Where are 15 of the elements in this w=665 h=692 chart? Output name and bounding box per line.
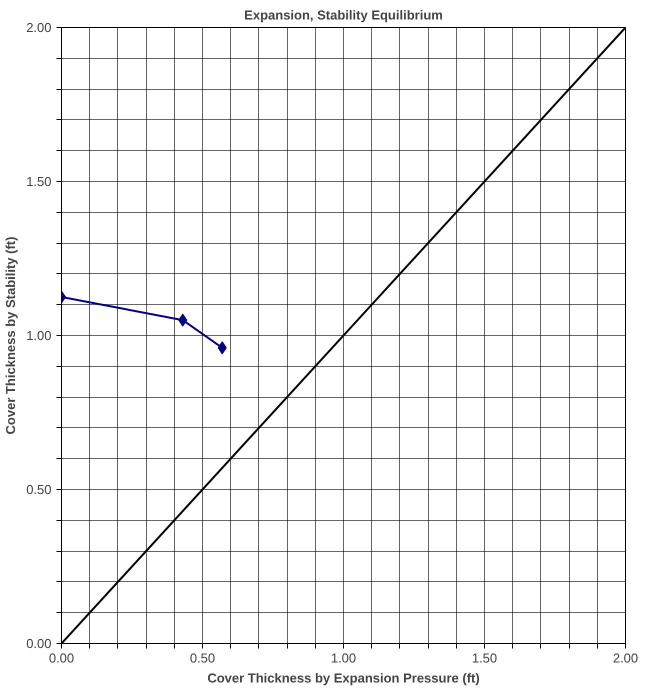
y-tick-label: 0.50	[26, 482, 52, 497]
y-tick-label: 1.00	[26, 328, 52, 343]
y-axis-title: Cover Thickness by Stability (ft)	[3, 236, 18, 434]
point	[178, 314, 188, 327]
x-tick-label: 1.50	[472, 650, 498, 666]
y-tick-label: 0.00	[26, 636, 52, 651]
y-tick-label: 2.00	[26, 20, 52, 35]
x-tick-label: 1.00	[330, 650, 356, 666]
y-tick-label: 1.50	[26, 174, 52, 189]
x-axis-title: Cover Thickness by Expansion Pressure (ft)	[207, 670, 480, 686]
x-tick-label: 0.00	[48, 650, 74, 666]
x-tick-label: 2.00	[612, 650, 638, 666]
chart-title: Expansion, Stability Equilibrium	[244, 8, 443, 22]
x-tick-label: 0.50	[190, 650, 216, 666]
point	[218, 341, 227, 354]
